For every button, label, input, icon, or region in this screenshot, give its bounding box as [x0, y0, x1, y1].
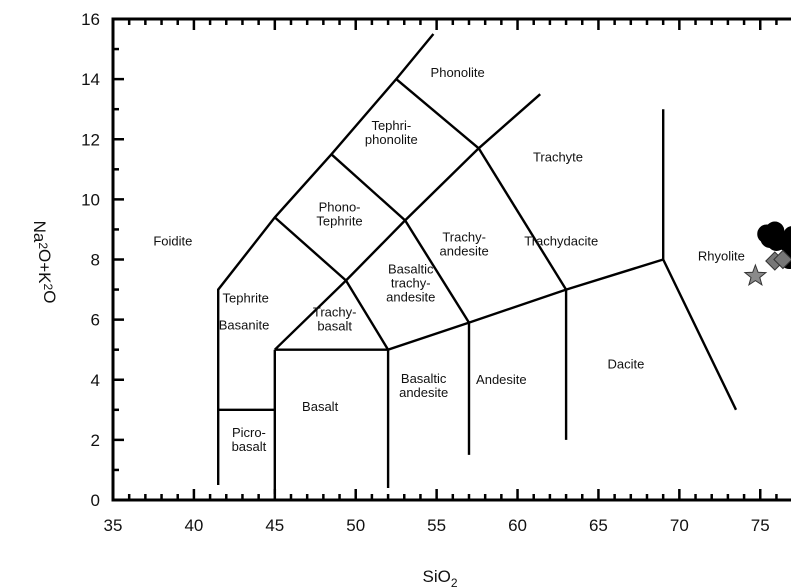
field-label-line: Phono- [319, 199, 361, 214]
x-tick-label: 65 [589, 516, 608, 535]
field-label-line: Trachyte [533, 149, 583, 164]
field-label-line: phonolite [365, 132, 418, 147]
y-tick-label: 8 [91, 251, 100, 270]
rock-field-labels: PhonoliteTephri-phonoliteTrachytePhono-T… [153, 65, 745, 454]
field-label: Dacite [608, 357, 645, 372]
field-boundary-line [216, 33, 435, 485]
axis-tick-labels: 35 40 45 50 55 60 65 70 75 0 2 4 6 8 10 12 14 16 [81, 10, 770, 535]
field-label-line: Andesite [476, 372, 527, 387]
y-tick-label: 12 [81, 130, 100, 149]
field-label: Basaltic trachy-andesite [386, 262, 435, 305]
x-tick-label: 75 [751, 516, 770, 535]
field-label: Phono-Tephrite [316, 199, 362, 228]
y-tick-label: 0 [91, 491, 100, 510]
field-label-line: andesite [399, 385, 448, 400]
y-tick-label: 14 [81, 70, 100, 89]
field-label-line: Dacite [608, 357, 645, 372]
field-label: Foidite [153, 233, 192, 248]
sample-point-diamond [773, 249, 791, 270]
field-boundary-line [274, 216, 347, 282]
field-label-line: Basanite [219, 318, 270, 333]
x-tick-label: 50 [346, 516, 365, 535]
field-label: Andesite [476, 372, 527, 387]
y-axis-title-text: Na2O+K2O [30, 221, 59, 304]
field-label: Basalt [302, 399, 339, 414]
field-label-line: andesite [440, 243, 489, 258]
y-axis-title: Na2O+K2O [30, 221, 59, 304]
field-label-line: basalt [317, 319, 352, 334]
field-label: Tephrite [223, 291, 269, 306]
y-axis-title-subscript: 2 [41, 284, 55, 291]
field-label-line: Foidite [153, 233, 192, 248]
field-label-line: Trachy- [313, 305, 357, 320]
field-label-line: Phonolite [431, 65, 485, 80]
y-tick-label: 16 [81, 10, 100, 29]
field-label-line: Basaltic [401, 371, 447, 386]
data-points [743, 221, 791, 287]
y-tick-label: 10 [81, 190, 100, 209]
field-label-line: Trachydacite [524, 233, 598, 248]
field-label-line: Basalt [302, 399, 339, 414]
x-axis-title: SiO2 [422, 567, 457, 588]
field-label: Basaltic andesite [399, 371, 448, 400]
field-label: Trachyte [533, 149, 583, 164]
x-tick-label: 60 [508, 516, 527, 535]
field-label: Trachy-andesite [440, 229, 489, 258]
field-boundary-line [345, 93, 541, 282]
field-boundary-line [404, 219, 471, 324]
field-label-line: basalt [232, 439, 267, 454]
field-label-line: Tephrite [223, 291, 269, 306]
field-label: Trachydacite [524, 233, 598, 248]
field-label-line: Picro- [232, 425, 266, 440]
y-tick-label: 2 [91, 431, 100, 450]
field-boundary-line [662, 109, 738, 411]
sample-point-circle [783, 226, 791, 245]
field-label: Tephri-phonolite [365, 118, 418, 147]
y-tick-label: 6 [91, 311, 100, 330]
field-boundary-line [395, 78, 480, 150]
field-boundary-line [330, 153, 406, 222]
x-tick-label: 70 [670, 516, 689, 535]
field-label: Picro-basalt [232, 425, 267, 454]
field-label: Basanite [219, 318, 270, 333]
x-tick-label: 40 [184, 516, 203, 535]
field-label-line: trachy- [391, 276, 431, 291]
field-label-line: Basaltic [388, 262, 434, 277]
sample-point-star [743, 263, 768, 287]
field-label: Phonolite [431, 65, 485, 80]
y-axis-title-part: Na [30, 221, 49, 243]
y-axis-title-subscript: 2 [36, 242, 50, 249]
field-label-line: Tephrite [316, 213, 362, 228]
y-tick-label: 4 [91, 371, 100, 390]
field-label-line: Tephri- [371, 118, 411, 133]
classification-boundaries [216, 33, 738, 494]
x-axis-title-main: SiO [422, 567, 450, 586]
field-label-line: andesite [386, 290, 435, 305]
field-label: Trachy-basalt [313, 305, 357, 334]
field-label-line: Trachy- [442, 229, 486, 244]
x-tick-label: 45 [265, 516, 284, 535]
x-tick-label: 35 [104, 516, 123, 535]
field-label-line: Rhyolite [698, 248, 745, 263]
field-boundary-line [477, 147, 568, 291]
y-axis-title-part: O+K [35, 249, 54, 284]
x-tick-label: 55 [427, 516, 446, 535]
field-label: Rhyolite [698, 248, 745, 263]
x-axis-title-subscript: 2 [451, 576, 458, 588]
y-axis-title-part: O [40, 290, 59, 303]
